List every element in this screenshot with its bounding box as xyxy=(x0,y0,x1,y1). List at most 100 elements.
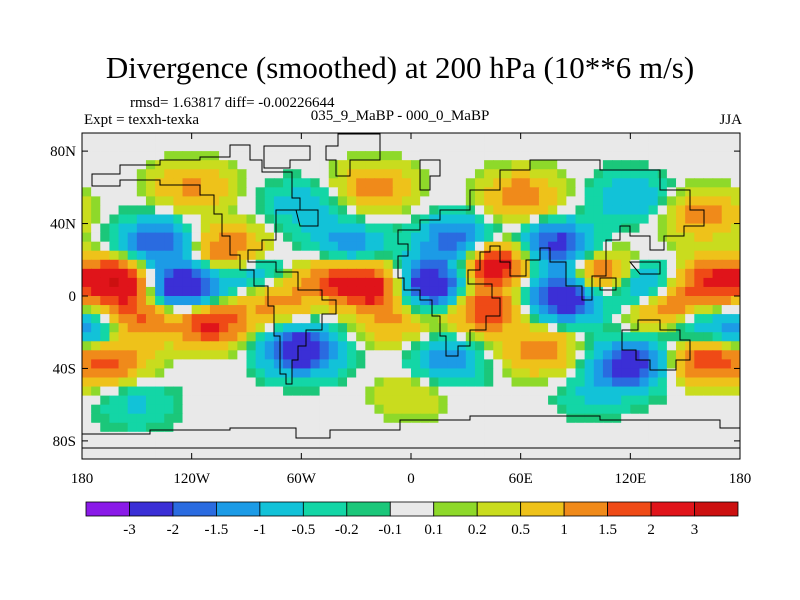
field-cell xyxy=(365,440,376,451)
field-cell xyxy=(484,214,494,225)
field-cell xyxy=(639,187,650,197)
field-cell xyxy=(209,151,220,161)
field-cell xyxy=(264,377,275,388)
field-cell xyxy=(319,341,330,351)
field-cell xyxy=(155,296,165,306)
field-cell xyxy=(529,187,540,197)
field-cell xyxy=(310,413,321,424)
field-cell xyxy=(100,449,111,459)
field-cell xyxy=(301,422,312,433)
field-cell xyxy=(648,350,659,360)
field-cell xyxy=(429,169,440,179)
field-cell xyxy=(155,422,165,433)
field-cell xyxy=(337,314,348,324)
field-cell xyxy=(685,386,695,397)
field-cell xyxy=(721,286,732,297)
field-cell xyxy=(301,386,312,397)
field-cell xyxy=(255,296,266,306)
field-cell xyxy=(109,151,120,161)
field-cell xyxy=(319,223,330,234)
field-cell xyxy=(411,151,421,161)
field-cell xyxy=(356,277,366,288)
field-cell xyxy=(520,368,531,379)
field-cell xyxy=(118,413,129,424)
field-cell xyxy=(676,359,686,370)
field-cell xyxy=(484,223,494,234)
field-cell xyxy=(164,214,174,225)
field-cell xyxy=(109,314,120,324)
field-cell xyxy=(602,323,613,333)
field-cell xyxy=(493,368,503,379)
field-cell xyxy=(584,359,595,370)
field-cell xyxy=(566,377,577,388)
field-cell xyxy=(548,350,558,360)
field-cell xyxy=(82,359,92,370)
field-cell xyxy=(703,386,714,397)
field-cell xyxy=(155,277,165,288)
field-cell xyxy=(127,431,138,442)
field-cell xyxy=(292,232,302,243)
field-cell xyxy=(145,341,156,351)
field-cell xyxy=(575,187,586,197)
field-cell xyxy=(484,314,494,324)
field-cell xyxy=(264,413,275,424)
field-cell xyxy=(283,277,293,288)
field-cell xyxy=(520,422,531,433)
field-cell xyxy=(136,395,147,406)
field-cell xyxy=(511,268,522,279)
field-cell xyxy=(566,305,577,315)
field-cell xyxy=(100,277,111,288)
field-cell xyxy=(520,178,531,188)
field-cell xyxy=(301,305,312,315)
field-cell xyxy=(703,232,714,243)
field-cell xyxy=(474,422,485,433)
field-cell xyxy=(301,404,312,415)
field-cell xyxy=(356,214,366,225)
field-cell xyxy=(557,395,567,406)
field-cell xyxy=(164,169,174,179)
field-cell xyxy=(401,431,412,442)
field-cell xyxy=(219,250,229,261)
field-cell xyxy=(283,133,293,143)
field-cell xyxy=(575,268,586,279)
field-cell xyxy=(648,395,659,406)
field-cell xyxy=(91,133,101,143)
field-cell xyxy=(310,169,321,179)
field-cell xyxy=(383,359,394,370)
field-cell xyxy=(365,133,376,143)
field-cell xyxy=(127,368,138,379)
field-cell xyxy=(639,142,650,152)
field-cell xyxy=(136,404,147,415)
field-cell xyxy=(283,395,293,406)
field-cell xyxy=(685,259,695,270)
field-cell xyxy=(548,431,558,442)
field-cell xyxy=(82,323,92,333)
field-cell xyxy=(392,413,403,424)
field-cell xyxy=(657,169,668,179)
field-cell xyxy=(109,259,120,270)
field-cell xyxy=(612,277,622,288)
field-cell xyxy=(337,395,348,406)
field-cell xyxy=(712,368,723,379)
field-cell xyxy=(228,169,238,179)
y-tick-label: 40S xyxy=(53,361,76,377)
field-cell xyxy=(465,241,476,252)
field-cell xyxy=(420,314,430,324)
field-cell xyxy=(630,160,641,170)
field-cell xyxy=(538,350,549,360)
field-cell xyxy=(447,377,458,388)
field-cell xyxy=(200,151,211,161)
field-cell xyxy=(484,368,494,379)
field-cell xyxy=(173,259,184,270)
field-cell xyxy=(465,223,476,234)
field-cell xyxy=(264,133,275,143)
field-cell xyxy=(648,359,659,370)
field-cell xyxy=(136,205,147,216)
field-cell xyxy=(145,395,156,406)
field-cell xyxy=(657,151,668,161)
field-cell xyxy=(694,259,705,270)
field-cell xyxy=(584,449,595,459)
field-cell xyxy=(392,277,403,288)
field-cell xyxy=(91,332,101,342)
field-cell xyxy=(200,440,211,451)
